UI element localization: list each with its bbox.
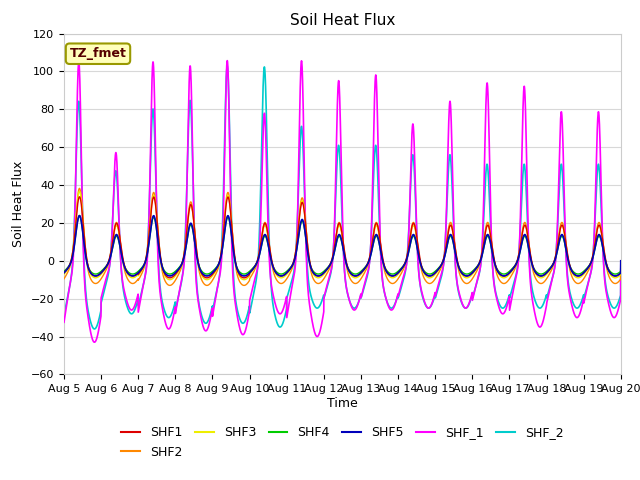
SHF_2 (180, 264, 188, 270)
SHF1 (76, 194, 83, 200)
SHF2 (617, 276, 625, 282)
Line: SHF2: SHF2 (64, 188, 621, 286)
SHF_1 (91, 339, 99, 345)
SHF_1 (223, 58, 231, 63)
SHF4 (564, 257, 572, 263)
Y-axis label: Soil Heat Flux: Soil Heat Flux (12, 161, 25, 247)
SHF3 (203, 277, 211, 283)
SHF2 (180, 256, 188, 262)
SHF5 (76, 213, 83, 218)
SHF5 (407, 239, 415, 244)
SHF2 (60, 276, 68, 282)
SHF3 (564, 256, 572, 262)
SHF_1 (60, 319, 68, 325)
SHF4 (129, 271, 136, 277)
Line: SHF5: SHF5 (64, 216, 621, 276)
SHF3 (407, 232, 415, 238)
SHF_2 (564, 279, 572, 285)
SHF1 (60, 270, 68, 276)
SHF5 (617, 270, 625, 276)
SHF_1 (180, 267, 188, 273)
SHF1 (617, 258, 625, 264)
SHF_2 (223, 63, 231, 69)
SHF2 (617, 258, 625, 264)
SHF_2 (216, 272, 223, 278)
SHF4 (407, 240, 415, 246)
SHF4 (617, 258, 625, 264)
SHF1 (203, 275, 211, 281)
SHF5 (216, 258, 223, 264)
SHF5 (129, 273, 136, 279)
SHF2 (216, 259, 223, 265)
Line: SHF4: SHF4 (64, 216, 621, 274)
SHF4 (617, 268, 625, 274)
SHF3 (180, 255, 188, 261)
SHF_2 (617, 292, 625, 298)
SHF2 (397, 271, 404, 277)
SHF_2 (617, 258, 625, 264)
Line: SHF_2: SHF_2 (64, 66, 621, 329)
SHF4 (216, 258, 223, 264)
Line: SHF1: SHF1 (64, 197, 621, 278)
SHF3 (216, 258, 223, 264)
Title: Soil Heat Flux: Soil Heat Flux (290, 13, 395, 28)
Line: SHF3: SHF3 (64, 192, 621, 280)
SHF4 (76, 213, 83, 218)
SHF5 (397, 267, 404, 273)
SHF2 (407, 229, 415, 235)
SHF2 (203, 283, 211, 288)
X-axis label: Time: Time (327, 397, 358, 410)
SHF_1 (617, 297, 625, 302)
SHF3 (60, 271, 68, 277)
SHF3 (397, 268, 404, 274)
SHF_2 (91, 326, 99, 332)
SHF_1 (564, 283, 572, 289)
SHF2 (564, 258, 572, 264)
SHF_1 (407, 168, 415, 173)
SHF1 (564, 255, 572, 261)
SHF5 (617, 258, 625, 264)
SHF5 (564, 258, 572, 264)
SHF_1 (216, 274, 223, 279)
SHF2 (76, 185, 83, 191)
SHF_2 (407, 180, 415, 185)
Line: SHF_1: SHF_1 (64, 60, 621, 342)
Text: TZ_fmet: TZ_fmet (70, 47, 127, 60)
SHF1 (180, 254, 188, 260)
SHF3 (76, 189, 83, 194)
SHF_1 (617, 258, 625, 264)
SHF1 (407, 230, 415, 236)
SHF_1 (397, 283, 404, 288)
SHF3 (617, 258, 625, 264)
SHF1 (397, 267, 404, 273)
SHF4 (60, 268, 68, 274)
SHF_2 (397, 286, 404, 291)
SHF1 (216, 257, 223, 263)
SHF3 (617, 272, 625, 277)
SHF_2 (60, 312, 68, 318)
SHF5 (60, 270, 68, 276)
SHF5 (180, 256, 188, 262)
SHF4 (397, 265, 404, 271)
SHF1 (617, 270, 625, 276)
Legend: SHF1, SHF2, SHF3, SHF4, SHF5, SHF_1, SHF_2: SHF1, SHF2, SHF3, SHF4, SHF5, SHF_1, SHF… (116, 421, 568, 464)
SHF4 (180, 256, 188, 262)
